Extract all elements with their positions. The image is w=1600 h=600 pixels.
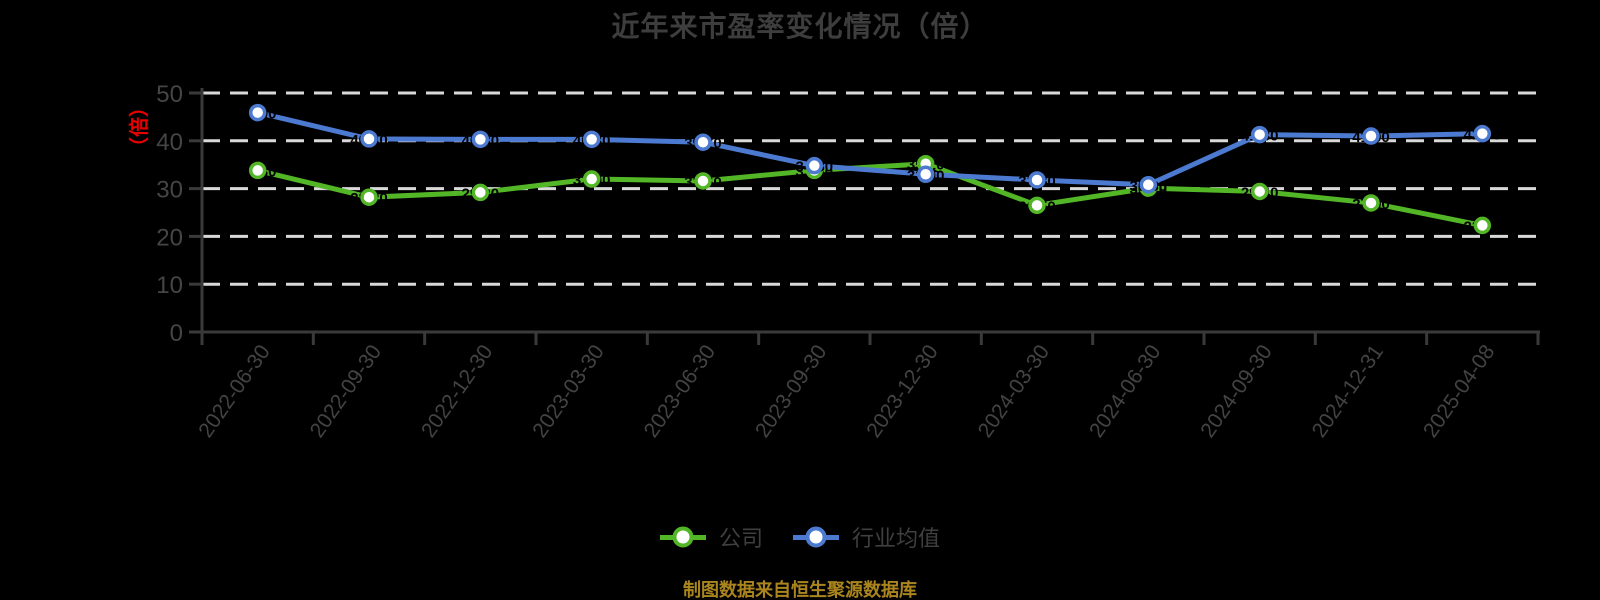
x-tick-label: 2024-03-30	[974, 341, 1054, 442]
series-line-company	[255, 161, 1485, 228]
data-point-marker-company	[1362, 194, 1380, 212]
data-point-marker-company	[1473, 216, 1492, 235]
y-tick-label: 20	[156, 224, 183, 251]
legend-item-company: 公司	[659, 521, 763, 553]
industry-series-marker-icon	[793, 534, 839, 540]
data-point-marker-industry	[1362, 127, 1380, 145]
x-tick-label: 2022-06-30	[194, 341, 274, 442]
data-point-marker-industry	[1028, 171, 1046, 189]
data-point-marker-industry	[805, 156, 824, 175]
data-point-marker-industry	[1473, 124, 1492, 143]
x-tick-label: 2022-09-30	[306, 341, 386, 442]
chart-title: 近年来市盈率变化情况（倍）	[611, 11, 989, 42]
x-tick-label: 2022-12-30	[417, 341, 497, 442]
data-point-marker-industry	[248, 103, 267, 122]
legend: 公司 行业均值	[0, 521, 1600, 553]
y-tick-label: 0	[170, 320, 183, 347]
data-point-marker-company	[1250, 182, 1269, 201]
x-tick-label: 2023-06-30	[640, 341, 720, 442]
data-point-marker-company	[1028, 196, 1046, 215]
data-source-note: 制图数据来自恒生聚源数据库	[683, 580, 917, 600]
data-point-marker-industry	[1250, 125, 1269, 144]
y-tick-label: 50	[156, 81, 183, 108]
data-point-marker-industry	[694, 133, 712, 151]
data-point-marker-industry	[582, 130, 601, 149]
series-line-industry	[255, 110, 1485, 188]
data-point-marker-company	[248, 161, 267, 180]
data-point-marker-company	[471, 183, 490, 202]
data-point-marker-company	[582, 170, 601, 188]
axis-line	[200, 88, 1540, 334]
company-series-marker-icon	[659, 534, 706, 540]
x-tick-label: 2024-12-31	[1308, 341, 1388, 442]
x-tick-label: 2024-09-30	[1196, 341, 1276, 442]
y-tick-label: 30	[156, 177, 183, 204]
legend-label-industry: 行业均值	[852, 526, 941, 551]
legend-label-company: 公司	[718, 526, 763, 551]
data-point-marker-company	[694, 172, 712, 190]
x-tick-label: 2023-12-30	[862, 341, 942, 442]
x-tick-label: 2024-06-30	[1085, 341, 1165, 442]
y-tick-label: 10	[156, 272, 183, 299]
data-point-marker-industry	[916, 165, 935, 184]
data-point-marker-company	[360, 188, 378, 206]
x-tick-label: 2025-04-08	[1419, 341, 1499, 442]
data-point-marker-industry	[471, 130, 490, 149]
legend-item-industry: 行业均值	[793, 521, 940, 553]
y-tick-label: 40	[156, 129, 183, 156]
data-point-marker-industry	[1139, 176, 1158, 194]
data-point-marker-industry	[360, 130, 378, 148]
x-tick-label: 2023-03-30	[528, 341, 608, 442]
x-tick-label: 2023-09-30	[751, 341, 831, 442]
